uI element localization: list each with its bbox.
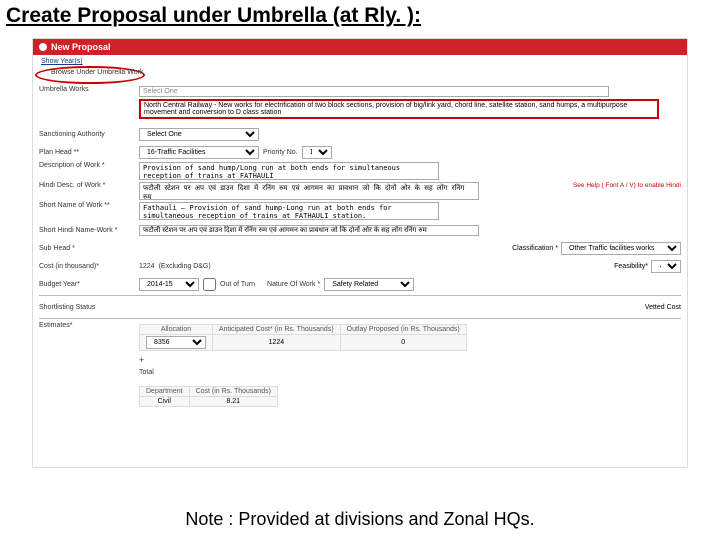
show-years-link[interactable]: Show Year(s)	[33, 55, 687, 68]
col-anticipated: Anticipated Cost* (in Rs. Thousands)	[213, 325, 341, 335]
shortname-label: Short Name of Work **	[39, 202, 139, 209]
planhead-select[interactable]: 16-Traffic Facilities	[139, 146, 259, 159]
shorthindi-input[interactable]	[139, 225, 479, 236]
budget-select[interactable]: 2014-15	[139, 278, 199, 291]
col-dept: Department	[140, 387, 190, 397]
cost-label: Cost (in thousand)*	[39, 263, 139, 270]
slide-note: Note : Provided at divisions and Zonal H…	[0, 509, 720, 530]
classification-label: Classification *	[512, 245, 558, 252]
umbrella-placeholder: Select One	[139, 86, 609, 97]
col-deptcost: Cost (in Rs. Thousands)	[189, 387, 277, 397]
dept-table: Department Cost (in Rs. Thousands) Civil…	[139, 386, 278, 407]
cost-suffix: (Excluding D&G)	[159, 263, 211, 270]
desc-input[interactable]: Provision of sand hump/Long run at both …	[139, 162, 439, 180]
sanctioning-label: Sanctioning Authority	[39, 131, 139, 138]
table-row: Department Cost (in Rs. Thousands)	[140, 387, 278, 397]
feasibility-select[interactable]: ✓	[651, 260, 681, 273]
table-row: 8356 1224 0	[140, 335, 467, 351]
desc-label: Description of Work *	[39, 162, 139, 169]
hindi-hint: See Help ( Font A / V) to enable Hindi	[573, 182, 681, 189]
col-outlay: Outlay Proposed (in Rs. Thousands)	[340, 325, 466, 335]
sanctioning-select[interactable]: Select One	[139, 128, 259, 141]
classification-select[interactable]: Other Traffic facilities works	[561, 242, 681, 255]
estimates-table: Allocation Anticipated Cost* (in Rs. Tho…	[139, 324, 467, 351]
shortname-input[interactable]: Fathauli – Provision of sand hump-Long r…	[139, 202, 439, 220]
alloc-select[interactable]: 8356	[146, 336, 206, 349]
oot-checkbox[interactable]	[203, 278, 216, 291]
priority-select[interactable]: 1	[302, 146, 332, 159]
banner-title: New Proposal	[51, 42, 111, 52]
umbrella-option[interactable]: North Central Railway - New works for el…	[139, 99, 659, 119]
shortlist-label: Shortlisting Status	[39, 304, 139, 311]
app-window: New Proposal Show Year(s) Browse Under U…	[32, 38, 688, 468]
umbrella-label: Umbrella Works	[39, 86, 139, 93]
browse-umbrella-row: Browse Under Umbrella Work	[33, 68, 687, 84]
separator	[39, 318, 681, 319]
banner-bullet-icon	[39, 43, 47, 51]
separator	[39, 295, 681, 296]
estimates-label: Estimates*	[39, 322, 139, 329]
planhead-label: Plan Head **	[39, 149, 139, 156]
table-row: Allocation Anticipated Cost* (in Rs. Tho…	[140, 325, 467, 335]
hindi-desc-label: Hindi Desc. of Work *	[39, 182, 139, 189]
outlay-value: 0	[340, 335, 466, 351]
form-area: Umbrella Works Select One North Central …	[33, 84, 687, 411]
vetted-label: Vetted Cost	[645, 304, 681, 311]
umbrella-select[interactable]: Select One North Central Railway - New w…	[139, 86, 609, 97]
feasibility-label: Feasibility*	[614, 263, 648, 270]
nature-label: Nature Of Work *	[267, 281, 320, 288]
budget-label: Budget Year*	[39, 281, 139, 288]
app-banner: New Proposal	[33, 39, 687, 55]
col-alloc: Allocation	[140, 325, 213, 335]
table-row: Civil 8.21	[140, 397, 278, 407]
cost-value: 1224	[139, 263, 155, 270]
oot-label: Out of Turn	[220, 281, 255, 288]
slide-title: Create Proposal under Umbrella (at Rly. …	[0, 0, 720, 32]
priority-label: Priority No.	[263, 149, 298, 156]
nature-select[interactable]: Safety Related	[324, 278, 414, 291]
browse-label: Browse Under Umbrella Work	[51, 69, 143, 76]
hindi-desc-input[interactable]: फटौली स्टेशन पर अप एवं डाउन दिशा में रनि…	[139, 182, 479, 200]
anticipated-value: 1224	[213, 335, 341, 351]
deptcost-value: 8.21	[189, 397, 277, 407]
total-label: Total	[139, 369, 154, 376]
add-row-icon[interactable]: +	[139, 355, 144, 365]
subhead-label: Sub Head *	[39, 245, 139, 252]
dept-value: Civil	[140, 397, 190, 407]
shorthindi-label: Short Hindi Name-Work *	[39, 227, 139, 234]
